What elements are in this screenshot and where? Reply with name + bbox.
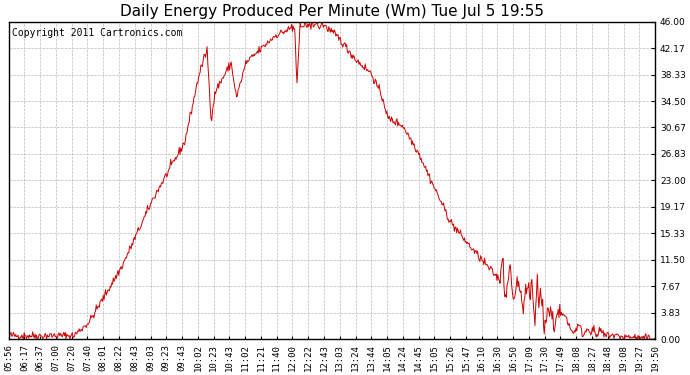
Text: Copyright 2011 Cartronics.com: Copyright 2011 Cartronics.com: [12, 28, 182, 38]
Title: Daily Energy Produced Per Minute (Wm) Tue Jul 5 19:55: Daily Energy Produced Per Minute (Wm) Tu…: [120, 4, 544, 19]
